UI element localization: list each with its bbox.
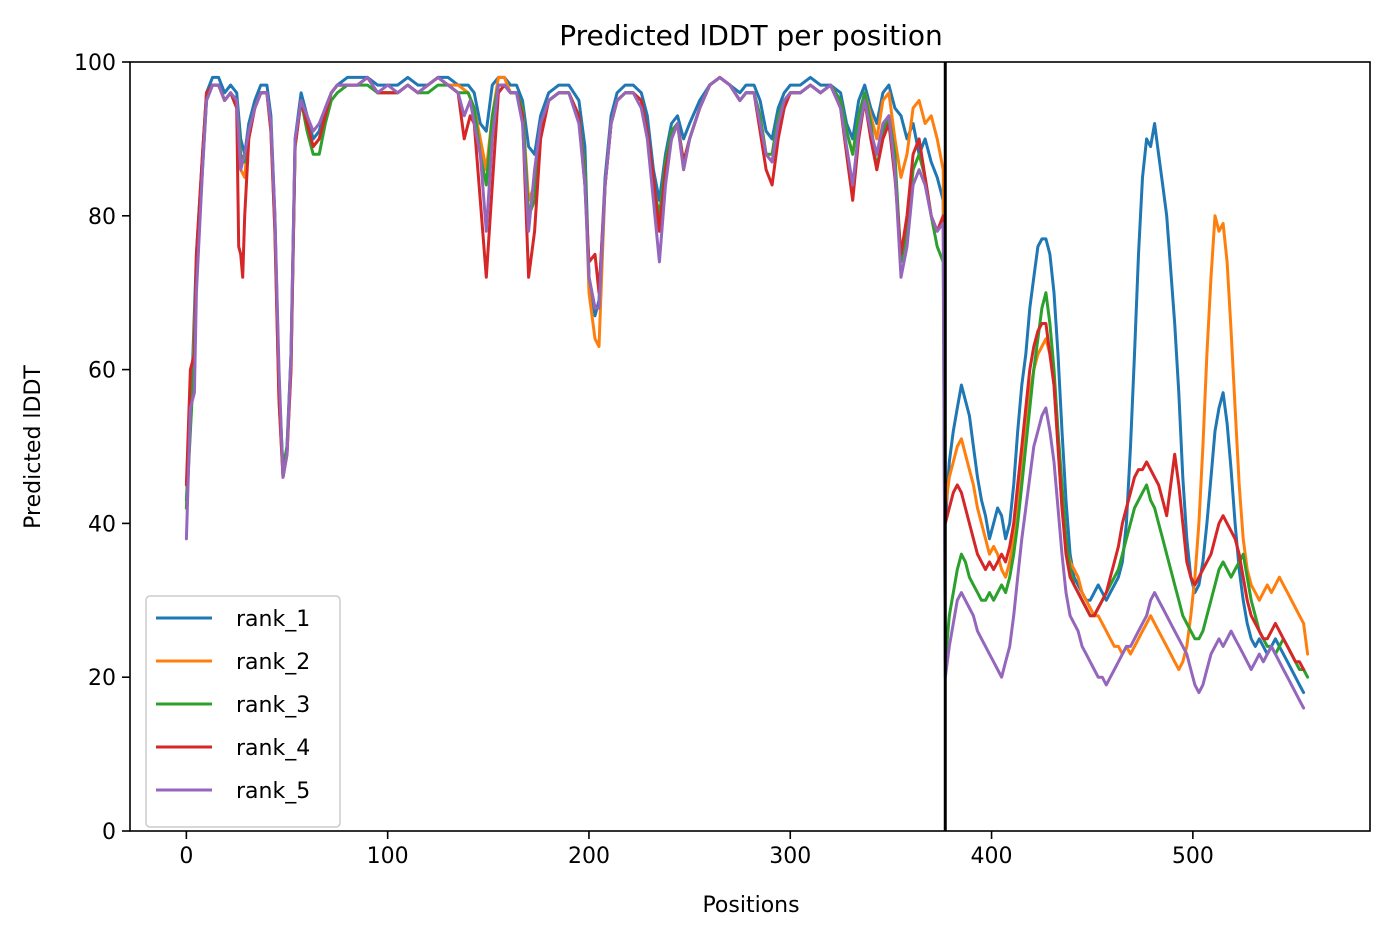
x-tick-label: 400 bbox=[971, 844, 1013, 869]
series-layer bbox=[184, 75, 1310, 710]
chart-title: Predicted lDDT per position bbox=[559, 19, 943, 52]
y-tick-label: 40 bbox=[88, 512, 116, 537]
legend-box bbox=[145, 595, 341, 828]
y-tick-label: 60 bbox=[88, 359, 116, 384]
x-tick-label: 100 bbox=[367, 844, 409, 869]
x-tick-label: 200 bbox=[568, 844, 610, 869]
y-tick-label: 100 bbox=[74, 51, 116, 76]
y-tick-label: 0 bbox=[102, 820, 116, 845]
y-tick-label: 80 bbox=[88, 205, 116, 230]
x-axis-label: Positions bbox=[702, 893, 799, 918]
legend-label: rank_2 bbox=[236, 650, 310, 675]
legend-label: rank_1 bbox=[236, 607, 310, 632]
x-tick-label: 0 bbox=[179, 844, 193, 869]
x-tick-label: 500 bbox=[1172, 844, 1214, 869]
x-tick-label: 300 bbox=[769, 844, 811, 869]
legend-label: rank_4 bbox=[236, 736, 310, 761]
series-line-rank-1 bbox=[184, 75, 1306, 695]
axes-frame bbox=[129, 61, 1371, 832]
ticks-layer: 0 100 200 300 400 500 0 20 40 60 80 100 bbox=[74, 51, 1214, 869]
legend: rank_1 rank_2 rank_3 rank_4 rank_5 bbox=[145, 595, 341, 828]
y-axis-label: Predicted lDDT bbox=[21, 365, 46, 529]
legend-label: rank_5 bbox=[236, 779, 310, 804]
y-tick-label: 20 bbox=[88, 666, 116, 691]
series-line-rank-5 bbox=[184, 75, 1306, 710]
legend-label: rank_3 bbox=[236, 693, 310, 718]
